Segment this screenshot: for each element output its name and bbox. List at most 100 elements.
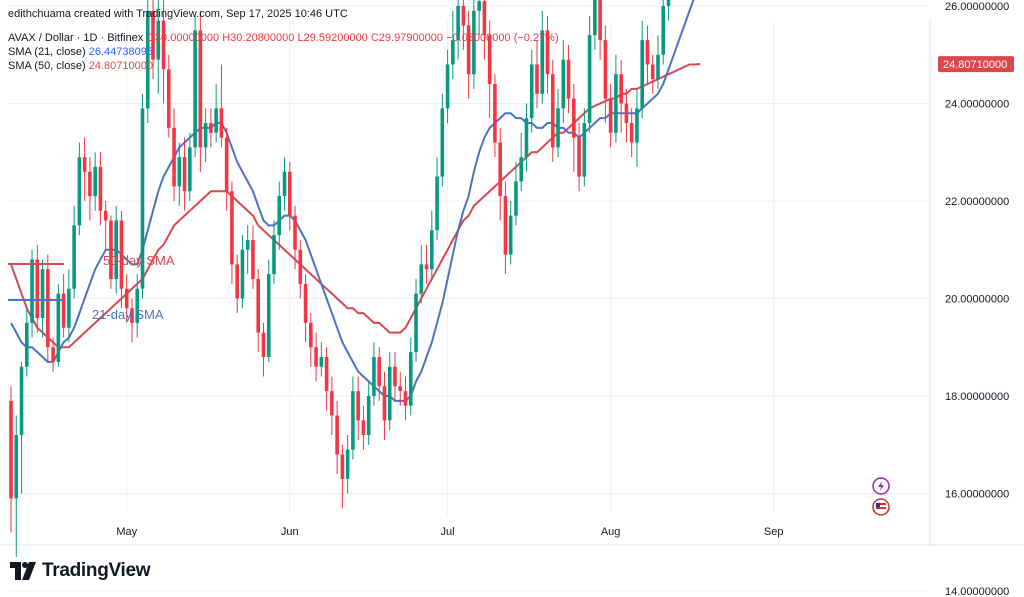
candle [603, 25, 608, 123]
candle-body [256, 279, 261, 333]
candle [598, 0, 602, 60]
candle-body [566, 59, 571, 99]
candle-body [277, 196, 282, 236]
y-tick-label: 16.00000000 [945, 489, 1009, 501]
candle-body [46, 269, 50, 348]
attribution-text: edithchuama created with TradingView.com… [8, 8, 348, 20]
candle [298, 240, 303, 299]
candle [119, 210, 124, 309]
candle-body [167, 69, 171, 128]
y-tick-label: 26.00000000 [945, 1, 1009, 13]
candle-body [572, 98, 576, 138]
candle [109, 215, 113, 289]
candle [140, 93, 145, 299]
candle-body [324, 357, 329, 392]
candle [645, 25, 650, 84]
sma50-line [10, 63, 701, 349]
candle [277, 181, 282, 250]
candle-body [556, 108, 560, 148]
candle [203, 108, 208, 162]
candle [550, 59, 555, 162]
candle [503, 181, 508, 275]
candle-body [287, 171, 292, 216]
candle-body [461, 6, 466, 26]
candle-body [114, 220, 118, 279]
candle [650, 54, 655, 94]
candle [14, 415, 19, 557]
candle [466, 10, 471, 99]
candle-body [224, 137, 229, 192]
tradingview-logo-icon [10, 562, 36, 580]
candle [351, 376, 355, 460]
candle [387, 352, 392, 431]
sma50-annotation: 50-day SMA [103, 253, 175, 268]
candle-body [487, 35, 492, 84]
candle [356, 376, 360, 440]
sma21-label: SMA (21, close) [8, 46, 86, 58]
candle-body [582, 123, 587, 177]
lightning-icon[interactable] [872, 477, 890, 495]
legend-sma50[interactable]: SMA (50, close) 24.80710000 [8, 59, 153, 73]
legend-sma21[interactable]: SMA (21, close) 26.44738095 [8, 45, 153, 59]
candle-body [477, 1, 481, 11]
candle-body [109, 220, 113, 279]
candle [303, 274, 308, 343]
candle [182, 137, 187, 211]
candle [161, 0, 166, 104]
candle [461, 0, 466, 50]
candle-body [345, 449, 350, 479]
sma50-badge-bg [938, 56, 1014, 73]
candle-body [266, 274, 271, 357]
candle-body [535, 64, 539, 94]
candle-body [372, 357, 376, 396]
y-tick-label: 20.00000000 [945, 294, 1009, 306]
candle [445, 49, 450, 123]
candle [398, 371, 403, 406]
candle-body [624, 103, 629, 123]
candle [487, 20, 492, 119]
price-axis[interactable]: 14.00000000 16.00000000 18.00000000 20.0000… [938, 0, 1014, 597]
candle-body [403, 391, 408, 406]
candle-body [519, 157, 524, 182]
candle [240, 235, 245, 309]
candle-body [93, 166, 97, 197]
candle-body [356, 391, 360, 421]
candle-body [408, 352, 413, 406]
symbol-label[interactable]: AVAX / Dollar · 1D · Bitfinex [8, 32, 144, 44]
candle-body [524, 118, 529, 158]
candle [114, 205, 118, 294]
flag-icon[interactable] [872, 498, 890, 516]
candle-body [230, 191, 234, 265]
tradingview-logo[interactable]: TradingView [10, 560, 151, 582]
candle [614, 54, 618, 143]
candle-body [330, 391, 334, 416]
candle [272, 220, 276, 284]
candle [56, 283, 61, 367]
y-tick-label: 24.00000000 [945, 99, 1009, 111]
candle-body [540, 30, 545, 94]
candle-body [587, 35, 592, 123]
candle [145, 0, 150, 123]
candle-body [666, 0, 671, 6]
candle [266, 259, 271, 362]
time-axis[interactable]: May Jun Jul Aug Sep [116, 526, 783, 538]
candle-body [451, 40, 455, 65]
candle [514, 162, 518, 226]
candle [309, 313, 313, 367]
candle [577, 123, 581, 192]
candle [435, 157, 439, 240]
candle-body [261, 332, 266, 357]
candle-body [498, 142, 502, 197]
candle [482, 0, 487, 60]
candle-body [351, 391, 355, 450]
candle-body [172, 127, 176, 187]
candle-body [377, 357, 381, 387]
candle-body [398, 386, 403, 392]
candle-body [35, 259, 40, 318]
candle [193, 15, 197, 158]
candle-body [303, 283, 308, 323]
candle-body [598, 0, 602, 41]
candle [40, 259, 45, 338]
candle-body [603, 40, 608, 99]
